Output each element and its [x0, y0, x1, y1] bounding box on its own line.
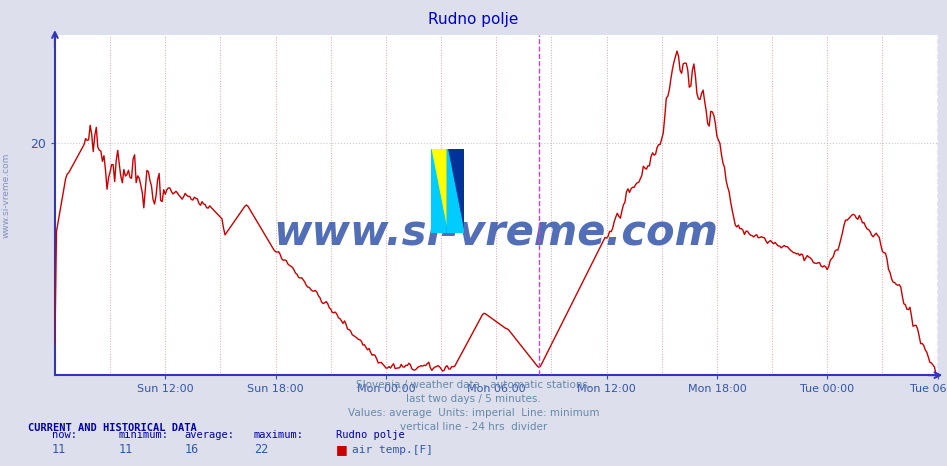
Text: Values: average  Units: imperial  Line: minimum: Values: average Units: imperial Line: mi… [348, 408, 599, 418]
Polygon shape [448, 149, 464, 233]
Polygon shape [431, 149, 448, 233]
Polygon shape [431, 149, 448, 233]
Text: Rudno polje: Rudno polje [336, 430, 405, 440]
Text: 22: 22 [254, 443, 268, 456]
Text: 11: 11 [118, 443, 133, 456]
Text: last two days / 5 minutes.: last two days / 5 minutes. [406, 394, 541, 404]
Text: www.si-vreme.com: www.si-vreme.com [274, 211, 719, 253]
Text: CURRENT AND HISTORICAL DATA: CURRENT AND HISTORICAL DATA [28, 423, 197, 433]
Text: 16: 16 [185, 443, 199, 456]
Text: minimum:: minimum: [118, 430, 169, 440]
Text: www.si-vreme.com: www.si-vreme.com [1, 153, 10, 239]
Text: 11: 11 [52, 443, 66, 456]
Polygon shape [448, 149, 464, 233]
Text: vertical line - 24 hrs  divider: vertical line - 24 hrs divider [400, 422, 547, 432]
Text: now:: now: [52, 430, 77, 440]
Text: average:: average: [185, 430, 235, 440]
Text: maximum:: maximum: [254, 430, 304, 440]
Text: ■: ■ [336, 443, 348, 456]
Text: Rudno polje: Rudno polje [428, 12, 519, 27]
Text: air temp.[F]: air temp.[F] [352, 445, 434, 455]
Text: Slovenia / weather data - automatic stations.: Slovenia / weather data - automatic stat… [356, 380, 591, 390]
